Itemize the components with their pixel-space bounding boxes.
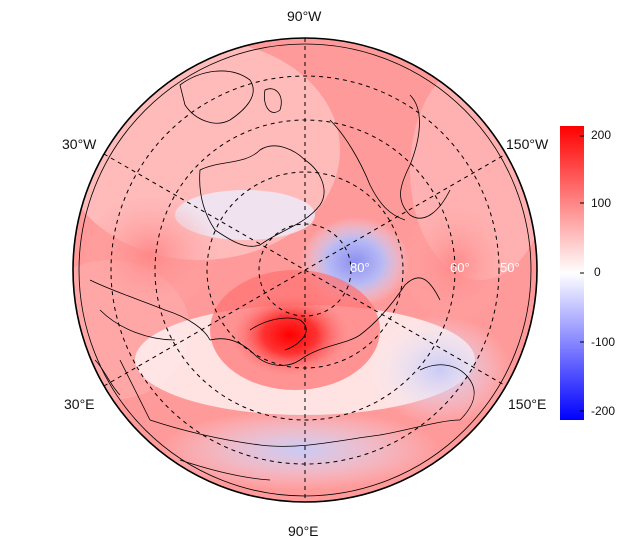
coastlines xyxy=(89,70,475,481)
colorbar-ticks xyxy=(580,135,584,412)
meridian-label-150e: 150°E xyxy=(508,396,547,412)
cb-label-minus100: -100 xyxy=(591,335,616,349)
meridian-label-30w: 30°W xyxy=(62,136,97,152)
parallel-label-60: 60° xyxy=(450,260,470,275)
meridian-label-90w: 90°W xyxy=(287,8,322,24)
meridian-label-90e: 90°E xyxy=(288,523,319,539)
parallel-label-50: 50° xyxy=(500,260,520,275)
cb-label-0: 0 xyxy=(594,265,601,279)
map-boundary xyxy=(72,37,538,503)
cb-label-200: 200 xyxy=(591,128,612,142)
meridian-30e-150w xyxy=(103,153,507,387)
cb-label-minus200: -200 xyxy=(591,404,616,418)
cb-label-100: 100 xyxy=(591,196,612,210)
meridian-label-150w: 150°W xyxy=(506,136,549,152)
field-layer xyxy=(73,38,537,502)
graticule xyxy=(103,38,507,502)
meridian-label-30e: 30°E xyxy=(64,396,95,412)
parallel-label-80: 80° xyxy=(350,260,370,275)
map-boundary-inner xyxy=(78,43,532,497)
